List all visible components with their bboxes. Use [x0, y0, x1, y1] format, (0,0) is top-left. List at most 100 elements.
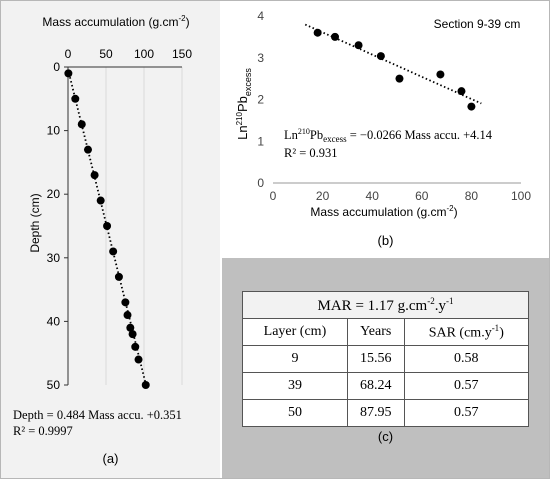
chart-b-equation-pb: Pb	[310, 128, 323, 142]
data-point	[109, 247, 118, 256]
table-row: 39 68.24 0.57	[242, 372, 530, 400]
chart-b-tick-labels: 0 20 40 60 80 100 0 1 2 3 4	[257, 9, 531, 203]
data-point	[96, 196, 105, 205]
panel-c-label: (c)	[377, 429, 394, 444]
column-header: Layer (cm)	[242, 318, 348, 346]
chart-b-ylabel-ln: Ln	[235, 125, 250, 139]
chart-a-ylabel: Depth (cm)	[28, 193, 42, 252]
chart-b-xlabel-close: )	[454, 205, 458, 219]
column-header: Years	[346, 318, 405, 346]
table-header-row: Layer (cm) Years SAR (cm.y-1)	[242, 318, 530, 346]
y-tick-label: 20	[47, 187, 61, 201]
column-header: SAR (cm.y-1)	[403, 318, 530, 346]
data-point	[313, 28, 322, 37]
data-point	[114, 272, 123, 281]
table-cell: 9	[242, 345, 348, 373]
table-cell: 0.57	[403, 372, 530, 400]
table-cell: 87.95	[346, 399, 405, 427]
depth-vs-mass-chart: Mass accumulation (g.cm-2) Depth (cm) 0 5…	[13, 14, 193, 438]
chart-a-r2: R² = 0.9997	[13, 424, 73, 438]
chart-a-tick-labels: 0 50 100 150 0 10 20 30 40 50	[47, 47, 193, 392]
data-point	[395, 74, 404, 83]
y-tick-label: 50	[47, 378, 61, 392]
chart-b-r2: R² = 0.931	[284, 146, 338, 160]
data-point	[141, 381, 150, 389]
x-tick-label: 0	[65, 47, 72, 61]
panel-b: Ln210Pbexcess Section 9-39 cm Mass accum…	[222, 1, 549, 256]
chart-b-equation-sub: excess	[323, 134, 347, 144]
x-tick-label: 60	[415, 189, 429, 203]
chart-a-points	[64, 69, 150, 389]
chart-a-xlabel-close: )	[186, 15, 190, 29]
sar-table: MAR = 1.17 g.cm-2.y-1 Layer (cm) Years S…	[242, 291, 530, 427]
x-tick-label: 0	[270, 189, 277, 203]
y-tick-label: 4	[257, 9, 264, 23]
table-caption-row: MAR = 1.17 g.cm-2.y-1	[242, 291, 529, 319]
chart-b-equation-ln: Ln	[284, 128, 299, 142]
y-tick-label: 3	[257, 51, 264, 65]
data-point	[103, 222, 112, 230]
chart-a-axes	[64, 66, 182, 386]
y-tick-label: 40	[47, 314, 61, 328]
data-point	[121, 298, 130, 307]
table-cell: 0.58	[403, 345, 530, 373]
chart-b-xlabel-sup: -2	[446, 204, 454, 213]
data-point	[134, 355, 143, 364]
chart-a-equation: Depth = 0.484 Mass accu. +0.351	[13, 408, 182, 422]
data-point	[331, 32, 339, 41]
chart-b-title: Section 9-39 cm	[434, 17, 521, 31]
chart-a-xlabel: Mass accumulation (g.cm-2)	[42, 14, 189, 29]
data-point	[123, 311, 132, 320]
table-cell: 68.24	[346, 372, 405, 400]
y-tick-label: 10	[47, 124, 61, 138]
data-point	[457, 87, 466, 96]
data-point	[131, 342, 140, 351]
data-point	[77, 120, 86, 129]
chart-b-ylabel: Ln210Pbexcess	[235, 68, 253, 140]
chart-b-ylabel-sub: excess	[243, 68, 253, 97]
data-point	[126, 323, 135, 332]
chart-b-points	[313, 28, 476, 111]
chart-b-ylabel-mass-number: 210	[235, 112, 244, 126]
y-tick-label: 0	[53, 60, 60, 74]
panel-a: Mass accumulation (g.cm-2) Depth (cm) 0 5…	[1, 1, 220, 478]
table-cell: 0.57	[403, 399, 530, 427]
table-cell: 39	[242, 372, 348, 400]
chart-a-xlabel-sup: -2	[178, 14, 186, 23]
chart-b-equation-mass-number: 210	[298, 127, 310, 136]
table-cell: 15.56	[346, 345, 405, 373]
x-tick-label: 50	[99, 47, 113, 61]
data-point	[90, 171, 99, 180]
data-point	[71, 94, 80, 103]
chart-b-xlabel: Mass accumulation (g.cm-2)	[310, 204, 457, 219]
table-row: 50 87.95 0.57	[242, 399, 530, 427]
ln-pb-vs-mass-chart: Ln210Pbexcess Section 9-39 cm Mass accum…	[235, 9, 531, 219]
data-point	[436, 70, 445, 79]
chart-a-gridlines	[105, 67, 183, 385]
data-point	[467, 102, 476, 111]
chart-a-xlabel-main: Mass accumulation (g.cm	[42, 15, 178, 29]
chart-b-equation: Ln210Pbexcess = −0.0266 Mass accu. +4.14	[284, 127, 493, 144]
y-tick-label: 1	[257, 134, 264, 148]
x-tick-label: 100	[511, 189, 531, 203]
table-row: 9 15.56 0.58	[242, 345, 530, 373]
data-point	[128, 330, 137, 339]
x-tick-label: 40	[366, 189, 380, 203]
data-point	[83, 145, 92, 154]
table-cell: 50	[242, 399, 348, 427]
x-tick-label: 80	[465, 189, 479, 203]
panel-a-label: (a)	[102, 451, 119, 466]
data-point	[354, 41, 363, 50]
chart-b-equation-rest: = −0.0266 Mass accu. +4.14	[347, 128, 493, 142]
table-caption: MAR = 1.17 g.cm-2.y-1	[242, 291, 529, 319]
panel-b-label: (b)	[377, 233, 394, 248]
y-tick-label: 2	[257, 93, 264, 107]
data-point	[376, 52, 385, 61]
x-tick-label: 20	[316, 189, 330, 203]
x-tick-label: 150	[172, 47, 192, 61]
y-tick-label: 0	[257, 176, 264, 190]
y-tick-label: 30	[47, 251, 61, 265]
chart-b-xlabel-main: Mass accumulation (g.cm	[310, 205, 446, 219]
x-tick-label: 100	[134, 47, 154, 61]
panel-c: MAR = 1.17 g.cm-2.y-1 Layer (cm) Years S…	[222, 258, 549, 478]
